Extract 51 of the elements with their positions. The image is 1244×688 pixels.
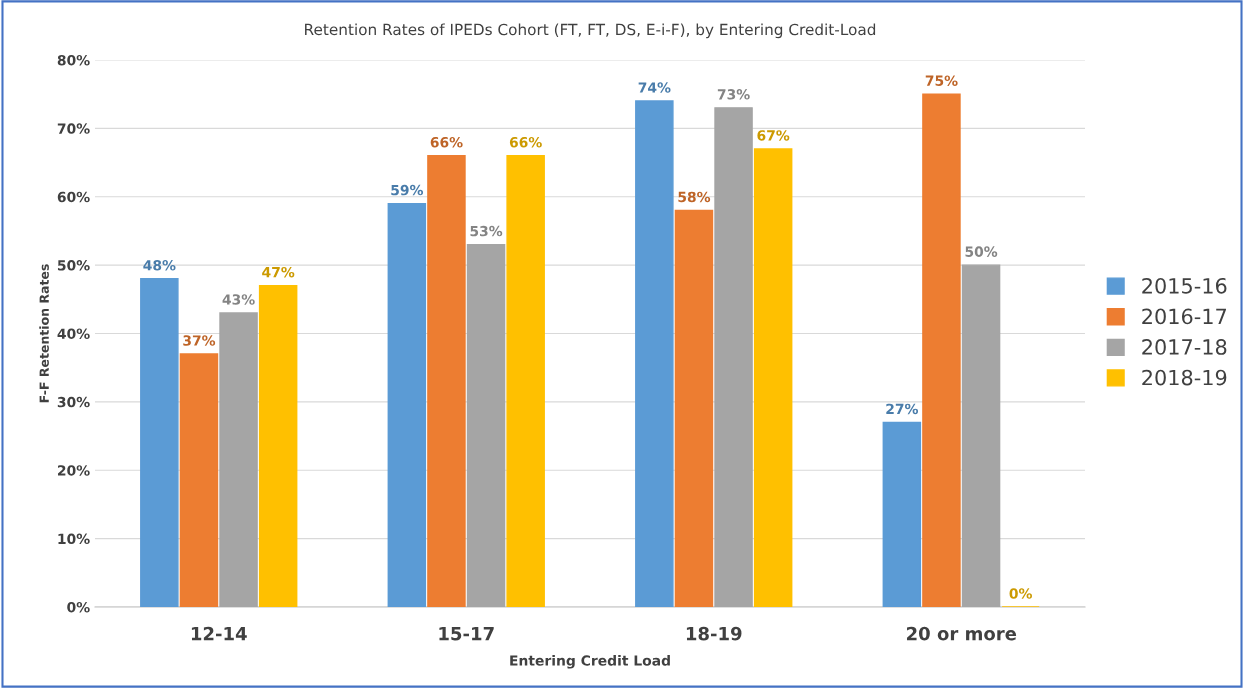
bar [753, 148, 793, 607]
data-label: 59% [391, 184, 424, 196]
y-tick-label: 0% [67, 601, 90, 613]
y-tick-label: 80% [57, 54, 90, 66]
bar [466, 243, 506, 607]
data-label: 67% [757, 130, 790, 141]
data-label: 50% [965, 246, 998, 257]
legend-label: 2015-16 [1142, 277, 1227, 294]
x-axis-title: Entering Credit Load [510, 655, 670, 669]
bar [387, 202, 427, 607]
chart-title: Retention Rates of IPEDs Cohort (FT, FT, DS, E-i-F), by Entering Credit-Load [305, 23, 876, 39]
bar [635, 100, 674, 607]
data-label: 74% [638, 82, 671, 93]
bar [219, 312, 258, 607]
legend-label: 2018-19 [1142, 369, 1227, 386]
bar [674, 209, 714, 607]
x-tick-label: 20 or more [906, 626, 1017, 641]
data-label: 75% [925, 75, 958, 86]
bar [140, 278, 179, 607]
x-tick-label: 12-14 [191, 626, 247, 641]
data-label: 37% [183, 335, 216, 346]
data-label: 66% [509, 136, 542, 148]
bar [427, 155, 466, 607]
data-label: 73% [717, 89, 750, 100]
y-tick-label: 60% [57, 191, 90, 203]
bar [882, 421, 922, 607]
y-tick-label: 20% [57, 465, 90, 476]
data-label: 58% [678, 191, 711, 203]
data-label: 53% [470, 225, 503, 237]
bar [506, 155, 545, 607]
x-tick-label: 15-17 [439, 627, 494, 641]
data-label: 48% [143, 260, 176, 271]
data-label: 0% [1009, 588, 1032, 599]
data-label: 27% [886, 403, 919, 415]
bar [922, 93, 961, 607]
y-tick-label: 10% [58, 533, 90, 545]
y-tick-label: 40% [57, 328, 90, 339]
bar [714, 107, 753, 607]
y-tick-label: 30% [57, 396, 90, 408]
y-tick-label: 50% [57, 260, 90, 271]
bar [961, 264, 1001, 607]
y-axis-title: F-F Retention Rates [39, 264, 49, 403]
bar [258, 284, 298, 607]
data-label: 43% [222, 294, 255, 305]
bar [179, 353, 219, 607]
data-label: 66% [430, 136, 463, 148]
legend-label: 2017-18 [1142, 339, 1227, 355]
y-tick-label: 70% [57, 123, 90, 134]
data-label: 47% [262, 266, 295, 278]
x-tick-label: 18-19 [686, 626, 742, 641]
legend-label: 2016-17 [1142, 308, 1226, 325]
